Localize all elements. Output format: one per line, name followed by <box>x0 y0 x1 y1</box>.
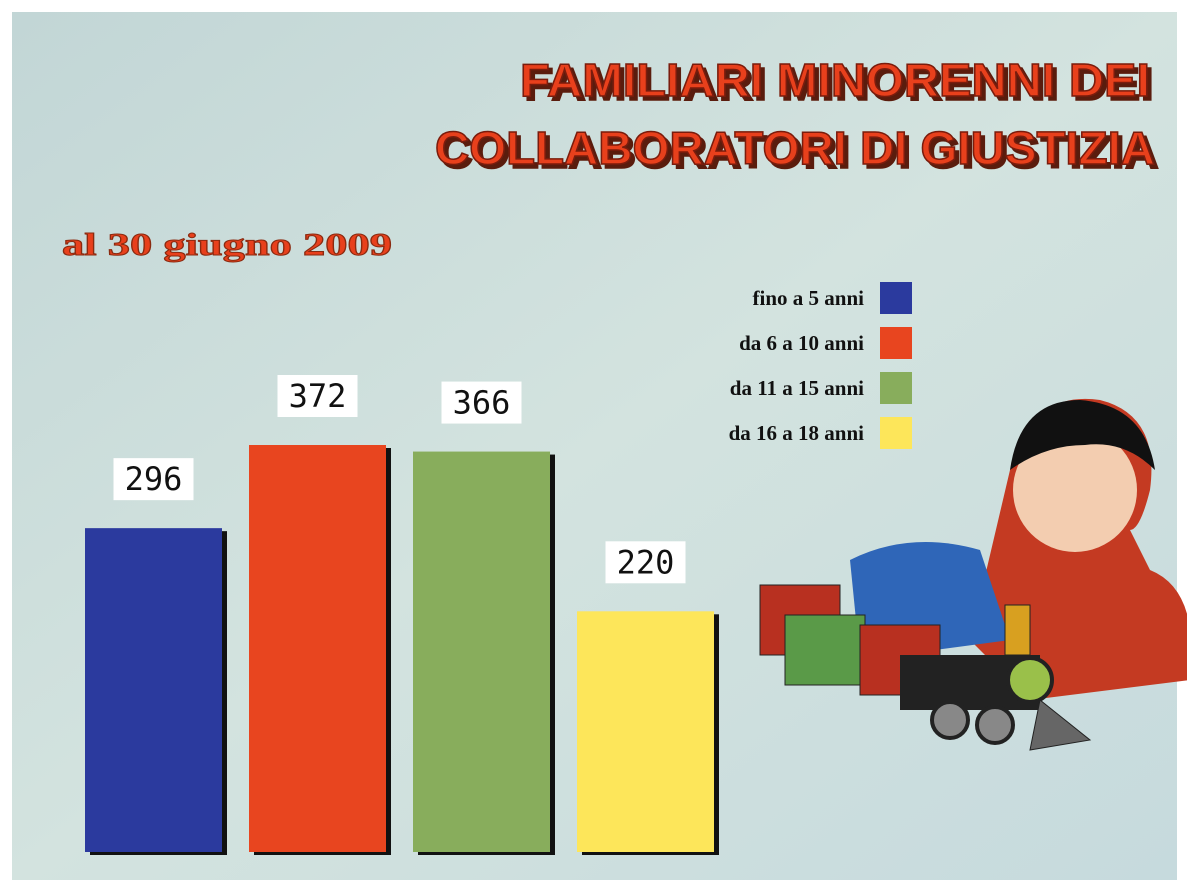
legend-label: da 6 a 10 anni <box>739 331 864 355</box>
legend-swatch <box>880 282 912 314</box>
legend-label: da 16 a 18 anni <box>729 421 865 445</box>
value-label: 220 <box>617 543 675 581</box>
legend-swatch <box>880 372 912 404</box>
bar <box>413 451 550 852</box>
legend-swatch <box>880 417 912 449</box>
chart-title: COLLABORATORI DI GIUSTIZIA <box>435 122 1155 174</box>
value-label-box <box>277 375 358 417</box>
value-label-box <box>113 458 194 501</box>
value-label: 366 <box>453 384 511 422</box>
value-label-box <box>605 541 686 584</box>
chart-title: FAMILIARI MINORENNI DEI <box>520 54 1150 106</box>
value-label-box <box>441 381 522 424</box>
bar <box>577 611 714 852</box>
bar <box>85 528 222 852</box>
illustration <box>759 398 1187 751</box>
legend-swatch <box>880 327 912 359</box>
chart-subtitle: al 30 giugno 2009 <box>62 226 392 262</box>
value-label: 372 <box>289 377 347 415</box>
legend-label: da 11 a 15 anni <box>730 376 864 400</box>
bar <box>249 445 386 852</box>
value-label: 296 <box>125 460 183 498</box>
legend-label: fino a 5 anni <box>753 286 865 310</box>
